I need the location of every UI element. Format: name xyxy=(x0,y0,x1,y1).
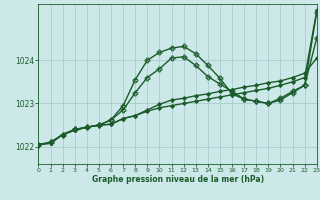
X-axis label: Graphe pression niveau de la mer (hPa): Graphe pression niveau de la mer (hPa) xyxy=(92,175,264,184)
